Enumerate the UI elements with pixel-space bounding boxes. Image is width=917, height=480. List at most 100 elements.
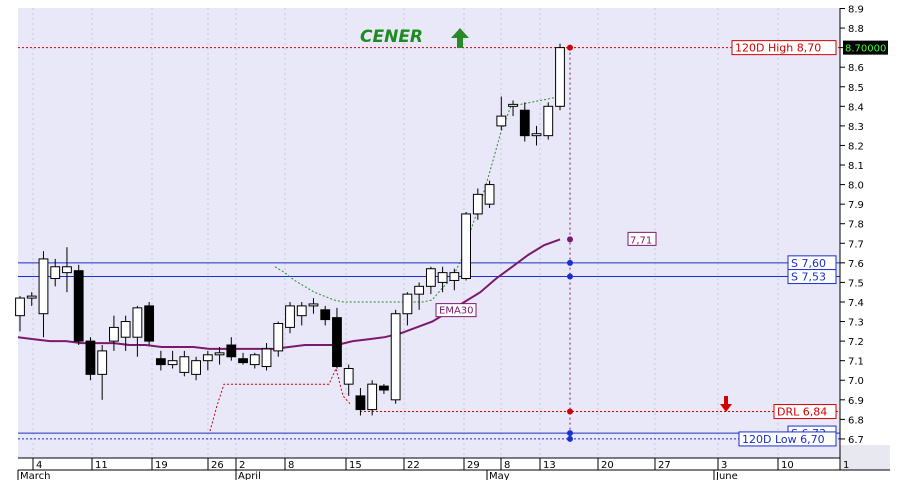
candle-body	[425, 268, 436, 287]
candle	[26, 292, 37, 306]
level-label: S 7,60	[791, 257, 826, 270]
y-tick-label: 8.9	[848, 5, 864, 16]
y-tick-label: 7.1	[848, 357, 864, 368]
x-tick-label: 3	[721, 460, 727, 471]
candle-body	[484, 184, 495, 205]
candle-body	[191, 360, 201, 375]
candle	[285, 301, 295, 334]
candle	[226, 337, 237, 361]
candle-body	[343, 368, 354, 385]
y-tick-label: 8.5	[848, 83, 864, 94]
candle-body	[472, 193, 483, 215]
y-tick-label: 7.4	[848, 298, 864, 309]
candle	[144, 301, 155, 346]
candle	[472, 188, 483, 220]
candle	[62, 247, 72, 293]
x-tick-label: 29	[467, 460, 480, 471]
candle	[238, 352, 248, 365]
candle-body	[226, 344, 237, 358]
candle-body	[120, 321, 131, 338]
level-marker-dot	[567, 430, 573, 437]
candle-body	[543, 105, 554, 137]
level-label: 120D High 8,70	[735, 42, 821, 55]
y-tick-label: 6.7	[848, 435, 864, 446]
candle-body	[97, 350, 108, 375]
level-marker-dot	[567, 236, 573, 243]
candle	[120, 315, 131, 351]
candle-body	[519, 109, 530, 137]
down-arrow-icon	[720, 396, 732, 412]
candle	[425, 266, 436, 295]
level-marker-dot	[567, 408, 573, 415]
month-label: April	[238, 471, 261, 480]
y-tick-label: 7.2	[848, 337, 864, 348]
level-label: 120D Low 6,70	[742, 433, 825, 446]
y-tick-label: 8.8	[848, 24, 864, 35]
y-tick-label: 7.5	[848, 278, 864, 289]
candle	[484, 180, 495, 209]
candle	[202, 350, 213, 371]
y-tick-label: 6.8	[848, 415, 864, 426]
candle-body	[449, 272, 460, 281]
candle-body	[285, 305, 295, 328]
candle-body	[308, 303, 319, 307]
candle-body	[144, 305, 155, 342]
candle-body	[402, 293, 413, 315]
x-tick-label: 10	[781, 460, 794, 471]
candle-body	[85, 340, 96, 375]
candle	[402, 292, 413, 326]
y-tick-label: 7.7	[848, 239, 864, 250]
candle	[308, 298, 319, 314]
y-tick-label: 7.8	[848, 220, 864, 231]
candle	[519, 102, 530, 142]
candle	[449, 268, 460, 291]
y-tick-label: 8.1	[848, 161, 864, 172]
level-marker-dot	[567, 273, 573, 280]
level-marker-dot	[567, 259, 573, 266]
candle-body	[26, 295, 37, 299]
candle	[461, 211, 471, 281]
x-tick-label: 19	[155, 460, 168, 471]
candle	[132, 305, 143, 357]
ema30-line	[17, 238, 561, 350]
candle	[73, 264, 84, 346]
candle	[543, 102, 554, 140]
current-price-box	[843, 40, 888, 55]
x-tick-label: 8	[504, 460, 510, 471]
candle	[320, 305, 331, 326]
candle	[296, 301, 307, 326]
candle-body	[414, 285, 425, 295]
y-tick-label: 8.0	[848, 181, 864, 192]
candle	[273, 321, 284, 357]
candle-body	[261, 348, 272, 368]
y-tick-label: 8.6	[848, 63, 864, 74]
level-marker-dot	[567, 44, 573, 51]
x-tick-label: 20	[601, 460, 614, 471]
month-label: March	[20, 471, 50, 480]
candle	[179, 350, 190, 377]
candle-body	[38, 258, 49, 315]
x-axis: 4 11 19 26 2 8 15 22 29 8 13 20 27 3 10 1 March April May J…	[17, 457, 890, 480]
candle-body	[496, 115, 507, 127]
candle-body	[249, 354, 260, 366]
y-tick-label: 7.6	[848, 259, 864, 270]
candle-body	[367, 383, 378, 411]
ema-label-box	[435, 303, 477, 318]
candle-body	[332, 317, 342, 368]
level-label-box	[731, 40, 837, 56]
y-tick-label: 8.4	[848, 102, 864, 113]
trailing-stop-lines	[209, 96, 561, 432]
candlesticks	[15, 43, 565, 416]
candle	[379, 384, 389, 394]
candle	[343, 364, 354, 396]
y-tick-label: 8.3	[848, 122, 864, 133]
xaxis-right-gray	[840, 445, 890, 470]
candle	[167, 350, 178, 369]
current-bar-marker	[567, 44, 573, 442]
candle-body	[202, 354, 213, 362]
y-axis: 6.7 6.8 6.9 7.0 7.1 7.2 7.3 7.4 7.5 7.6 7.7 7.8 7.9 8…	[839, 5, 888, 458]
candle-body	[555, 47, 565, 107]
candle	[50, 258, 61, 287]
x-tick-label: 27	[658, 460, 671, 471]
